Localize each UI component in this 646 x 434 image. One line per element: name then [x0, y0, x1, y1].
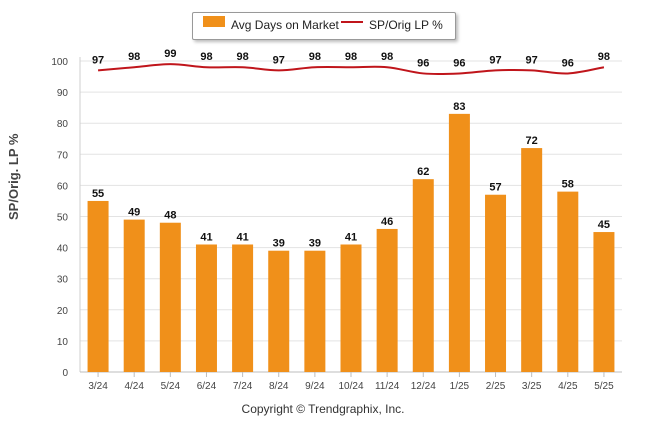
bar-value-label: 55 — [92, 188, 104, 200]
legend-bar-swatch — [203, 16, 225, 27]
x-tick-label: 10/24 — [338, 381, 363, 392]
y-tick-label: 80 — [57, 119, 69, 130]
bar-value-label: 58 — [562, 179, 574, 191]
legend-line-swatch — [341, 21, 363, 23]
bar — [376, 228, 398, 372]
x-tick-label: 3/25 — [522, 381, 542, 392]
y-tick-label: 30 — [57, 275, 69, 286]
bar-value-label: 62 — [417, 166, 429, 178]
line-value-label: 97 — [92, 54, 104, 66]
copyright-text: Copyright © Trendgraphix, Inc. — [241, 402, 405, 416]
y-tick-label: 0 — [62, 368, 68, 379]
x-tick-label: 4/25 — [558, 381, 578, 392]
y-tick-label: 100 — [51, 57, 68, 68]
bar — [159, 222, 181, 372]
bar-value-label: 39 — [309, 238, 321, 250]
bar — [412, 179, 434, 372]
bar — [521, 148, 543, 372]
line-value-label: 97 — [489, 54, 501, 66]
y-tick-label: 70 — [57, 150, 69, 161]
line-value-label: 96 — [453, 57, 465, 69]
x-tick-label: 4/24 — [124, 381, 144, 392]
line-value-label: 98 — [381, 51, 393, 63]
line-value-label: 98 — [128, 51, 140, 63]
bar — [123, 219, 145, 372]
bar — [268, 250, 290, 372]
line-value-label: 98 — [345, 51, 357, 63]
bar — [485, 194, 507, 372]
line-value-label: 96 — [562, 57, 574, 69]
x-tick-label: 9/24 — [305, 381, 325, 392]
bar-value-label: 48 — [164, 210, 176, 222]
x-tick-label: 7/24 — [233, 381, 253, 392]
x-tick-label: 11/24 — [375, 381, 400, 392]
bar — [232, 244, 254, 372]
y-tick-label: 20 — [57, 306, 69, 317]
line-value-label: 98 — [598, 51, 610, 63]
legend-line-label: SP/Orig LP % — [369, 18, 443, 32]
line-value-label: 97 — [526, 54, 538, 66]
bar-value-label: 39 — [273, 238, 285, 250]
x-tick-label: 3/24 — [88, 381, 108, 392]
x-tick-label: 1/25 — [450, 381, 470, 392]
x-tick-label: 6/24 — [197, 381, 217, 392]
x-tick-label: 12/24 — [411, 381, 436, 392]
bar — [593, 232, 615, 372]
bar-value-label: 45 — [598, 219, 610, 231]
bar-value-label: 46 — [381, 216, 393, 228]
legend: Avg Days on Market SP/Orig LP % — [192, 12, 456, 40]
x-tick-label: 5/25 — [594, 381, 614, 392]
bar-value-label: 83 — [453, 101, 465, 113]
line-series-sp-orig-lp — [97, 63, 605, 76]
bar-value-label: 41 — [200, 231, 212, 243]
y-tick-label: 60 — [57, 181, 69, 192]
line-value-label: 98 — [309, 51, 321, 63]
line-value-label: 97 — [273, 54, 285, 66]
bar — [304, 250, 326, 372]
bar — [448, 113, 470, 373]
bar — [557, 191, 579, 372]
bar-value-label: 72 — [526, 135, 538, 147]
bar-value-label: 41 — [345, 231, 357, 243]
bar — [195, 244, 217, 372]
legend-bar-label: Avg Days on Market — [231, 18, 339, 32]
y-tick-label: 90 — [57, 88, 69, 99]
bar-value-label: 49 — [128, 207, 140, 219]
y-tick-label: 50 — [57, 213, 69, 224]
bar — [340, 244, 362, 372]
bar — [87, 200, 109, 372]
bar-value-label: 41 — [236, 231, 248, 243]
x-tick-label: 2/25 — [486, 381, 506, 392]
x-tick-label: 5/24 — [161, 381, 181, 392]
line-value-label: 99 — [164, 48, 176, 60]
y-tick-label: 40 — [57, 244, 69, 255]
y-tick-label: 10 — [57, 337, 69, 348]
bar-value-label: 57 — [489, 182, 501, 194]
x-tick-label: 8/24 — [269, 381, 289, 392]
line-value-label: 98 — [200, 51, 212, 63]
line-value-label: 96 — [417, 57, 429, 69]
line-value-label: 98 — [236, 51, 248, 63]
